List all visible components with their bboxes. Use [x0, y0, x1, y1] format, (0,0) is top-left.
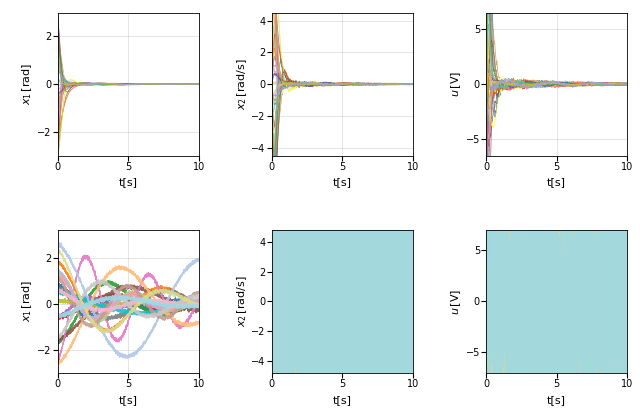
Y-axis label: $x_2\,[\mathrm{rad/s}]$: $x_2\,[\mathrm{rad/s}]$ — [235, 58, 248, 110]
Y-axis label: $x_1\,[\mathrm{rad}]$: $x_1\,[\mathrm{rad}]$ — [20, 63, 34, 105]
X-axis label: t[s]: t[s] — [118, 177, 138, 187]
X-axis label: t[s]: t[s] — [547, 177, 566, 187]
X-axis label: t[s]: t[s] — [547, 395, 566, 405]
X-axis label: t[s]: t[s] — [333, 395, 352, 405]
Y-axis label: $u\,[\mathrm{V}]$: $u\,[\mathrm{V}]$ — [449, 71, 463, 97]
Y-axis label: $x_1\,[\mathrm{rad}]$: $x_1\,[\mathrm{rad}]$ — [20, 280, 34, 323]
X-axis label: t[s]: t[s] — [118, 395, 138, 405]
Y-axis label: $x_2\,[\mathrm{rad/s}]$: $x_2\,[\mathrm{rad/s}]$ — [235, 276, 248, 327]
Y-axis label: $u\,[\mathrm{V}]$: $u\,[\mathrm{V}]$ — [449, 288, 463, 315]
X-axis label: t[s]: t[s] — [333, 177, 352, 187]
